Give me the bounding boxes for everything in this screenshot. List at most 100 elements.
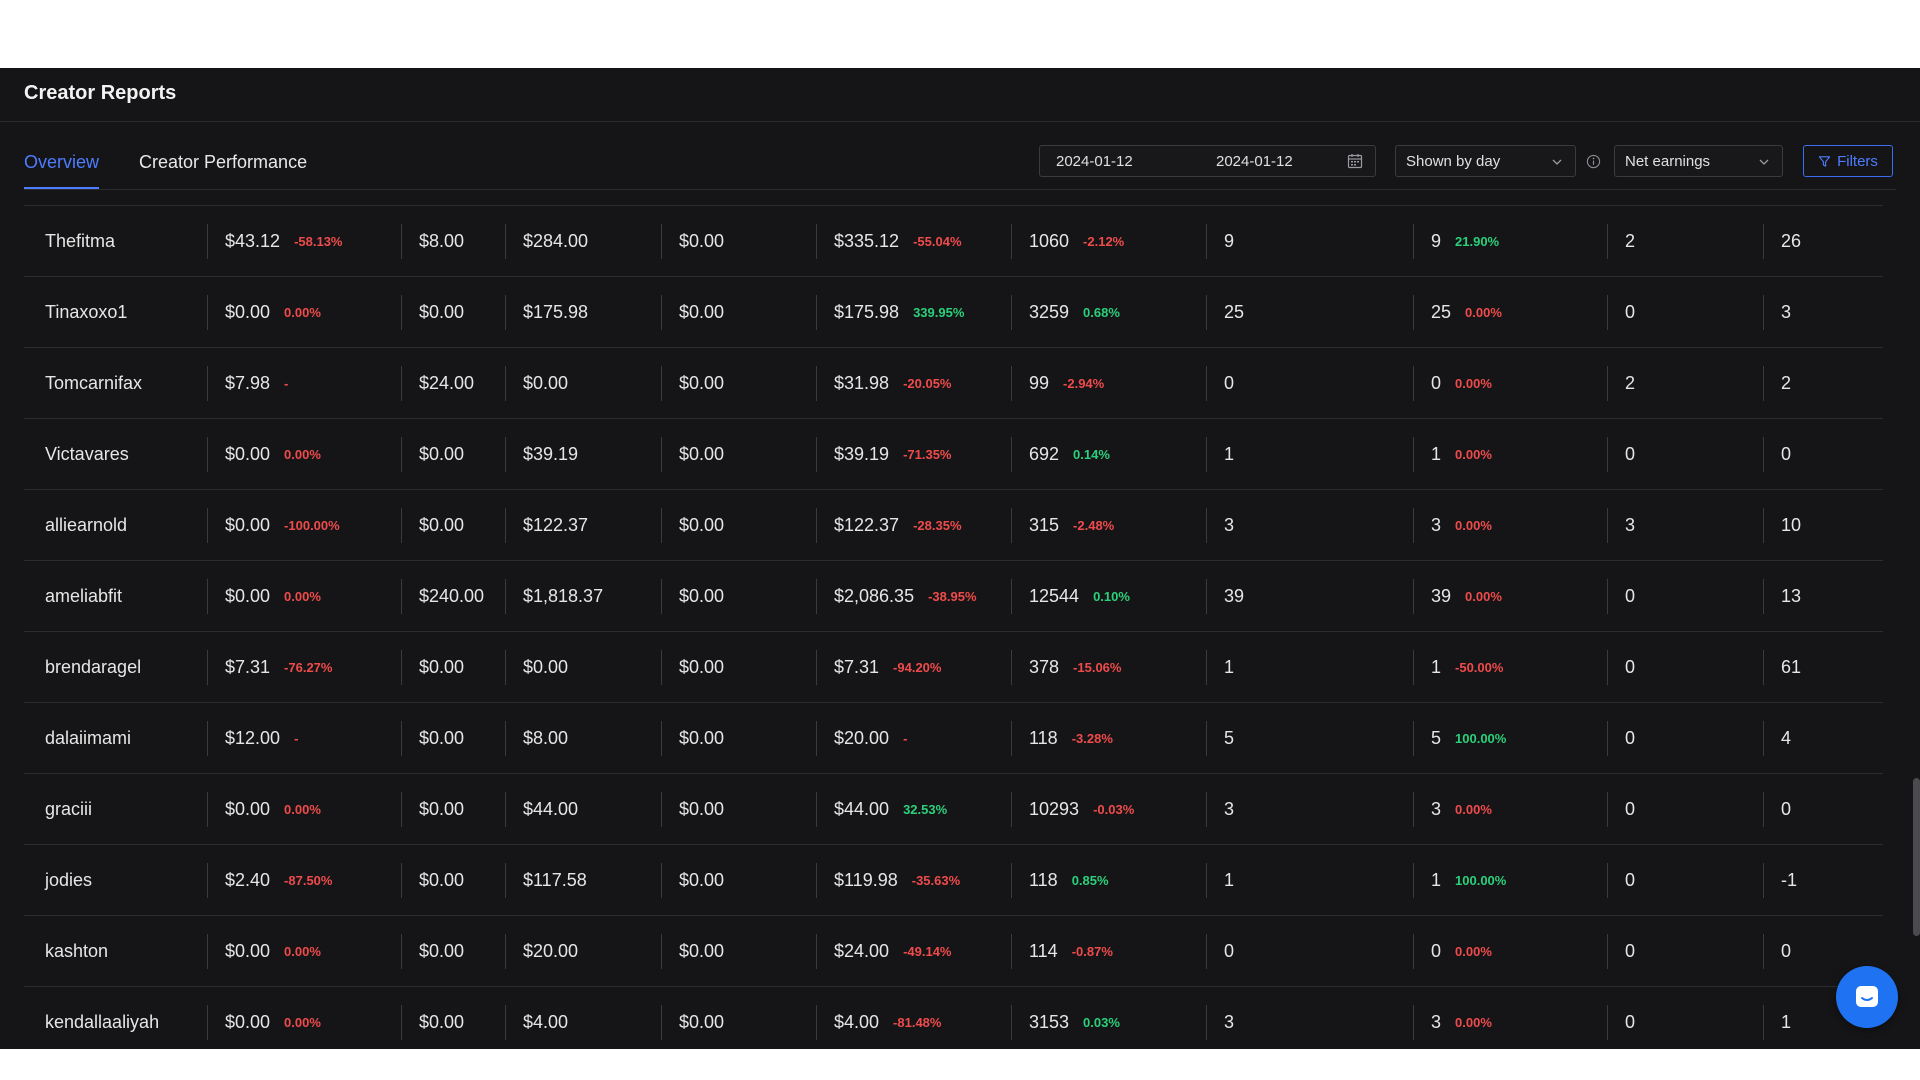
change-percent: -3.28% bbox=[1071, 731, 1113, 746]
cell-value: $0.00 bbox=[419, 1012, 465, 1032]
cell-value: $175.98 bbox=[523, 302, 589, 322]
change-percent: -55.04% bbox=[913, 234, 962, 249]
table-cell: $0.00 -100.00% bbox=[207, 490, 340, 561]
chevron-down-icon bbox=[1552, 159, 1562, 165]
cell-value: 25 bbox=[1431, 302, 1452, 322]
change-percent: 0.00% bbox=[1455, 447, 1492, 462]
change-percent: 0.00% bbox=[284, 589, 321, 604]
table-row[interactable]: jodies $2.40 -87.50% $0.00 $117.58 $0.00 $119.… bbox=[24, 845, 1883, 916]
change-percent: 0.00% bbox=[1465, 589, 1502, 604]
tab-bar: Overview Creator Performance bbox=[24, 152, 307, 189]
change-percent: 100.00% bbox=[1455, 873, 1507, 888]
table-cell: $0.00 bbox=[661, 845, 724, 916]
table-cell: 1 bbox=[1763, 987, 1791, 1049]
table-cell: $0.00 0.00% bbox=[207, 277, 321, 348]
table-row[interactable]: Victavares $0.00 0.00% $0.00 $39.19 $0.00 $39.… bbox=[24, 419, 1883, 490]
creator-name-cell: Thefitma bbox=[24, 206, 115, 277]
date-end[interactable]: 2024-01-12 bbox=[1216, 153, 1293, 170]
table-row[interactable]: kendallaaliyah $0.00 0.00% $0.00 $4.00 $0.00 $… bbox=[24, 987, 1883, 1049]
table-cell: 1 100.00% bbox=[1413, 845, 1506, 916]
vertical-scrollbar[interactable] bbox=[1913, 778, 1920, 936]
change-percent: 0.03% bbox=[1083, 1015, 1120, 1030]
table-cell: 2 bbox=[1607, 206, 1635, 277]
table-cell: 114 -0.87% bbox=[1011, 916, 1113, 987]
cell-value: 1 bbox=[1224, 870, 1235, 890]
table-row[interactable]: dalaiimami $12.00- $0.00 $8.00 $0.00 $20.00-1… bbox=[24, 703, 1883, 774]
table-cell: $24.00 -49.14% bbox=[816, 916, 951, 987]
creator-name: alliearnold bbox=[45, 515, 128, 535]
cell-value: 0 bbox=[1625, 1012, 1636, 1032]
cell-value: 0 bbox=[1625, 302, 1636, 322]
calendar-icon[interactable] bbox=[1347, 153, 1363, 169]
cell-value: $4.00 bbox=[834, 1012, 880, 1032]
table-cell: $0.00 bbox=[661, 206, 724, 277]
table-row[interactable]: brendaragel $7.31 -76.27% $0.00 $0.00 $0.00 $7… bbox=[24, 632, 1883, 703]
table-cell: 378 -15.06% bbox=[1011, 632, 1121, 703]
cell-value: $0.00 bbox=[679, 515, 725, 535]
chat-icon bbox=[1856, 986, 1878, 1007]
info-icon[interactable] bbox=[1586, 154, 1601, 169]
table-cell: $0.00 bbox=[401, 277, 464, 348]
cell-value: 3 bbox=[1431, 799, 1442, 819]
table-cell: 25 0.00% bbox=[1413, 277, 1502, 348]
cell-value: 3153 bbox=[1029, 1012, 1070, 1032]
tabs-divider bbox=[24, 189, 1896, 190]
date-start[interactable]: 2024-01-12 bbox=[1056, 153, 1133, 170]
table-cell: 39 0.00% bbox=[1413, 561, 1502, 632]
cell-value: 25 bbox=[1224, 302, 1245, 322]
table-row[interactable]: Tomcarnifax $7.98- $24.00 $0.00 $0.00 $31.98-… bbox=[24, 348, 1883, 419]
cell-value: $0.00 bbox=[679, 1012, 725, 1032]
chat-launcher-button[interactable] bbox=[1836, 966, 1898, 1028]
table-cell: $0.00 bbox=[401, 490, 464, 561]
cell-value: $7.31 bbox=[225, 657, 271, 677]
tab-overview[interactable]: Overview bbox=[24, 152, 100, 189]
cell-value: 0 bbox=[1431, 941, 1442, 961]
table-cell: $2,086.35 -38.95% bbox=[816, 561, 977, 632]
change-percent: 0.00% bbox=[1455, 802, 1492, 817]
table-cell: 61 bbox=[1763, 632, 1801, 703]
app-window: Creator Reports Overview Creator Perform… bbox=[0, 68, 1920, 1049]
table-cell: $175.98 339.95% bbox=[816, 277, 964, 348]
table-row[interactable]: ameliabfit $0.00 0.00% $240.00 $1,818.37 $0.0… bbox=[24, 561, 1883, 632]
creator-name-cell: ameliabfit bbox=[24, 561, 122, 632]
filter-icon bbox=[1818, 155, 1831, 167]
table-cell: $0.00 bbox=[661, 277, 724, 348]
table-cell: 0 bbox=[1607, 703, 1635, 774]
tab-creator-performance[interactable]: Creator Performance bbox=[139, 152, 308, 172]
cell-value: 692 bbox=[1029, 444, 1060, 464]
change-percent: 0.85% bbox=[1071, 873, 1109, 888]
table-cell: $0.00 bbox=[401, 419, 464, 490]
table-row[interactable]: Thefitma $43.12 -58.13% $8.00 $284.00 $0.00 $3… bbox=[24, 206, 1883, 277]
cell-value: 378 bbox=[1029, 657, 1060, 677]
filters-button[interactable]: Filters bbox=[1803, 145, 1893, 177]
change-percent: -0.87% bbox=[1071, 944, 1113, 959]
change-percent: 339.95% bbox=[913, 305, 965, 320]
table-cell: 0 bbox=[1763, 774, 1791, 845]
table-cell: $0.00 bbox=[401, 774, 464, 845]
table-row[interactable]: alliearnold $0.00 -100.00% $0.00 $122.37 $0.0… bbox=[24, 490, 1883, 561]
granularity-select[interactable]: Shown by day bbox=[1395, 145, 1576, 177]
table-row[interactable]: kashton $0.00 0.00% $0.00 $20.00 $0.00 $24.00-… bbox=[24, 916, 1883, 987]
cell-value: $43.12 bbox=[225, 231, 281, 251]
cell-value: $0.00 bbox=[225, 1012, 271, 1032]
creator-name-cell: kashton bbox=[24, 916, 108, 987]
table-row[interactable]: graciii $0.00 0.00% $0.00 $44.00 $0.00 $44.00 3… bbox=[24, 774, 1883, 845]
table-cell: $0.00 bbox=[661, 419, 724, 490]
table-cell: 39 bbox=[1206, 561, 1244, 632]
creator-name-cell: Tomcarnifax bbox=[24, 348, 142, 419]
change-percent: -15.06% bbox=[1073, 660, 1122, 675]
table-row[interactable]: Tinaxoxo1 $0.00 0.00% $0.00 $175.98 $0.00 $175… bbox=[24, 277, 1883, 348]
date-range-picker[interactable]: 2024-01-12 2024-01-12 bbox=[1039, 145, 1376, 177]
change-percent: -76.27% bbox=[284, 660, 333, 675]
change-percent: 0.00% bbox=[1455, 944, 1492, 959]
table-cell: $43.12 -58.13% bbox=[207, 206, 342, 277]
change-percent: 32.53% bbox=[903, 802, 948, 817]
cell-value: 12544 bbox=[1029, 586, 1080, 606]
metric-select[interactable]: Net earnings bbox=[1614, 145, 1783, 177]
table-cell: 1 bbox=[1206, 632, 1234, 703]
cell-value: $8.00 bbox=[523, 728, 569, 748]
cell-value: 0 bbox=[1625, 799, 1636, 819]
table-cell: $7.31 -94.20% bbox=[816, 632, 941, 703]
table-cell: $0.00 bbox=[661, 490, 724, 561]
cell-value: 5 bbox=[1431, 728, 1442, 748]
